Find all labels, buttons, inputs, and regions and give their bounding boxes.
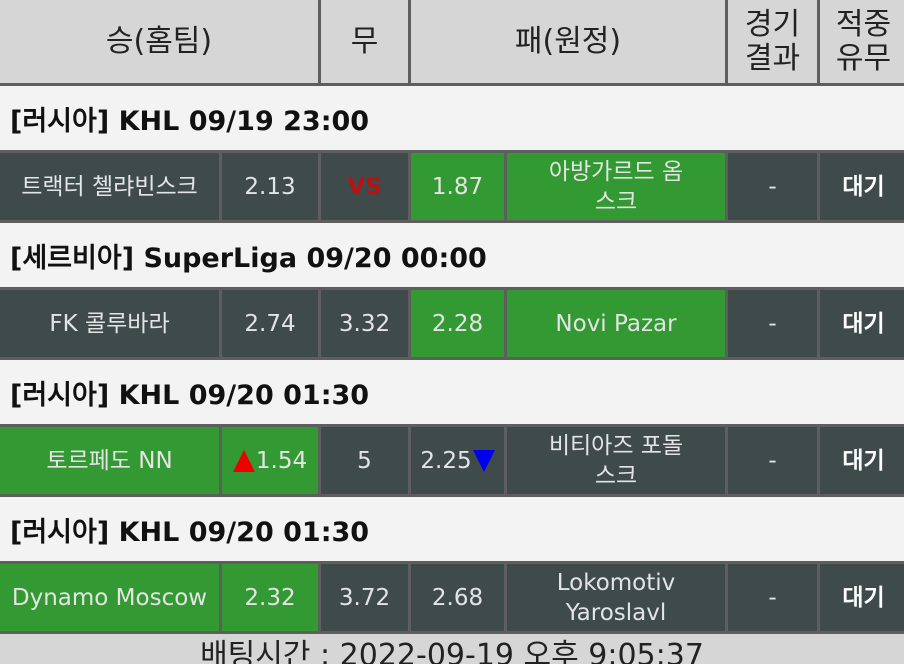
away-odds[interactable]: 2.28 [411,290,504,357]
home-odds[interactable]: 1.54 [222,427,318,494]
away-team[interactable]: Lokomotiv Yaroslavl [507,564,725,631]
away-odds[interactable]: 1.87 [411,153,504,220]
hit-status: 대기 [820,290,904,357]
status-value: 대기 [842,173,885,200]
table-header: 승(홈팀) 무 패(원정) 경기 결과 적중 유무 [0,0,904,83]
match-row: 토르페도 NN 1.54 5 2.25 비티아즈 포돌스크 - 대기 [0,427,904,494]
hit-status: 대기 [820,153,904,220]
away-team-name: 아방가르드 옴스크 [548,158,684,215]
draw-odds-value: VS [347,173,382,200]
home-team[interactable]: 트랙터 첼랴빈스크 [0,153,219,220]
away-odds[interactable]: 2.68 [411,564,504,631]
odds-down-icon [472,449,495,472]
home-odds-value: 2.32 [244,584,296,611]
home-team[interactable]: Dynamo Moscow [0,564,219,631]
draw-odds[interactable]: 5 [321,427,408,494]
home-odds-value: 2.13 [244,173,296,200]
draw-odds-value: 5 [357,447,372,474]
status-value: 대기 [842,447,885,474]
away-team-name: 비티아즈 포돌스크 [548,432,684,489]
odds-up-icon [232,449,255,472]
away-odds-value: 2.68 [431,584,484,611]
league-header: [러시아] KHL 09/20 01:30 [0,497,904,561]
match-result: - [728,153,817,220]
home-team[interactable]: 토르페도 NN [0,427,219,494]
result-value: - [768,173,777,200]
header-hit: 적중 유무 [820,0,904,83]
hit-status: 대기 [820,564,904,631]
home-odds[interactable]: 2.32 [222,564,318,631]
home-odds[interactable]: 2.13 [222,153,318,220]
home-odds[interactable]: 2.74 [222,290,318,357]
away-odds[interactable]: 2.25 [411,427,504,494]
result-value: - [768,447,777,474]
home-team[interactable]: FK 콜루바라 [0,290,219,357]
match-row: Dynamo Moscow 2.32 3.72 2.68 Lokomotiv Yaros… [0,564,904,631]
away-team[interactable]: 비티아즈 포돌스크 [507,427,725,494]
home-odds-value: 1.54 [255,447,308,474]
draw-odds: VS [321,153,408,220]
draw-odds-value: 3.32 [338,310,391,337]
away-odds-value: 1.87 [431,173,484,200]
away-team-name: Novi Pazar [555,310,677,337]
away-team[interactable]: Novi Pazar [507,290,725,357]
result-value: - [768,584,777,611]
header-draw: 무 [321,0,408,83]
header-result: 경기 결과 [728,0,817,83]
home-team-name: 트랙터 첼랴빈스크 [21,173,198,200]
match-row: 트랙터 첼랴빈스크 2.13 VS 1.87 아방가르드 옴스크 - 대기 [0,153,904,220]
header-home: 승(홈팀) [0,0,318,83]
games-list: [러시아] KHL 09/19 23:00 트랙터 첼랴빈스크 2.13 VS 1.87… [0,86,904,631]
home-team-name: FK 콜루바라 [49,310,170,337]
away-odds-value: 2.28 [431,310,484,337]
league-header: [세르비아] SuperLiga 09/20 00:00 [0,223,904,287]
match-row: FK 콜루바라 2.74 3.32 2.28 Novi Pazar - 대기 [0,290,904,357]
result-value: - [768,310,777,337]
match-result: - [728,427,817,494]
draw-odds[interactable]: 3.32 [321,290,408,357]
league-header: [러시아] KHL 09/19 23:00 [0,86,904,150]
draw-odds-value: 3.72 [338,584,391,611]
away-team[interactable]: 아방가르드 옴스크 [507,153,725,220]
away-team-name: Lokomotiv Yaroslavl [556,569,676,626]
header-away: 패(원정) [411,0,725,83]
home-team-name: 토르페도 NN [46,447,173,474]
league-header: [러시아] KHL 09/20 01:30 [0,360,904,424]
away-odds-value: 2.25 [420,447,472,474]
match-result: - [728,564,817,631]
hit-status: 대기 [820,427,904,494]
draw-odds[interactable]: 3.72 [321,564,408,631]
home-odds-value: 2.74 [244,310,296,337]
status-value: 대기 [842,584,885,611]
status-value: 대기 [842,310,885,337]
home-team-name: Dynamo Moscow [11,584,208,611]
match-result: - [728,290,817,357]
bet-time: 배팅시간 : 2022-09-19 오후 9:05:37 [0,634,904,664]
